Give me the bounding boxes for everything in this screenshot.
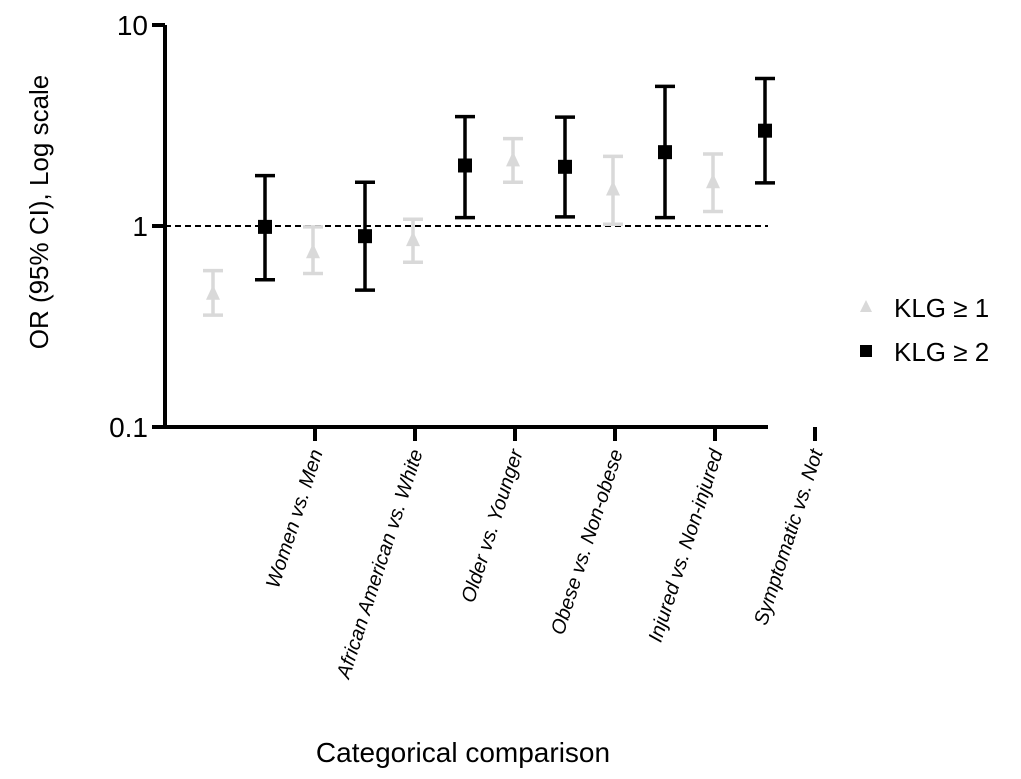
y-axis-ticks: 0.1 1 10 xyxy=(109,10,165,443)
data-point-triangle xyxy=(206,284,220,300)
series-klg-ge-2 xyxy=(255,76,775,292)
legend-label: KLG ≥ 2 xyxy=(894,337,989,367)
y-tick-label: 1 xyxy=(132,211,148,242)
x-tick-label: Older vs. Younger xyxy=(457,445,528,605)
data-point-square xyxy=(258,219,272,234)
data-marks xyxy=(203,76,775,317)
x-tick-label: African American vs. White xyxy=(333,447,428,682)
x-tick-label: Injured vs. Non-injured xyxy=(645,446,728,645)
plot-area: 0.1 1 10 Women vs. Men African American vs.… xyxy=(109,10,828,682)
data-point-triangle xyxy=(306,243,320,259)
x-tick-label: Obese vs. Non-obese xyxy=(547,447,628,638)
series-klg-ge-1 xyxy=(203,136,723,317)
legend-label: KLG ≥ 1 xyxy=(894,293,989,323)
legend-marker-triangle xyxy=(860,300,872,312)
legend: KLG ≥ 1 KLG ≥ 2 xyxy=(860,293,989,367)
x-tick-label: Symptomatic vs. Not xyxy=(750,445,828,628)
y-axis-label: OR (95% CI), Log scale xyxy=(24,75,54,350)
data-point-square xyxy=(558,159,572,174)
data-point-triangle xyxy=(506,151,520,167)
data-point-triangle xyxy=(606,180,620,196)
x-tick-label: Women vs. Men xyxy=(262,447,328,591)
data-point-square xyxy=(358,229,372,244)
data-point-square xyxy=(758,123,772,138)
data-point-triangle xyxy=(406,231,420,247)
data-point-square xyxy=(658,145,672,160)
data-point-square xyxy=(458,158,472,173)
data-point-triangle xyxy=(706,173,720,189)
legend-marker-square xyxy=(860,345,872,357)
x-axis-ticks: Women vs. Men African American vs. White O… xyxy=(262,427,828,682)
y-tick-label: 0.1 xyxy=(109,412,148,443)
y-tick-label: 10 xyxy=(117,10,148,41)
x-axis-label: Categorical comparison xyxy=(316,737,610,768)
